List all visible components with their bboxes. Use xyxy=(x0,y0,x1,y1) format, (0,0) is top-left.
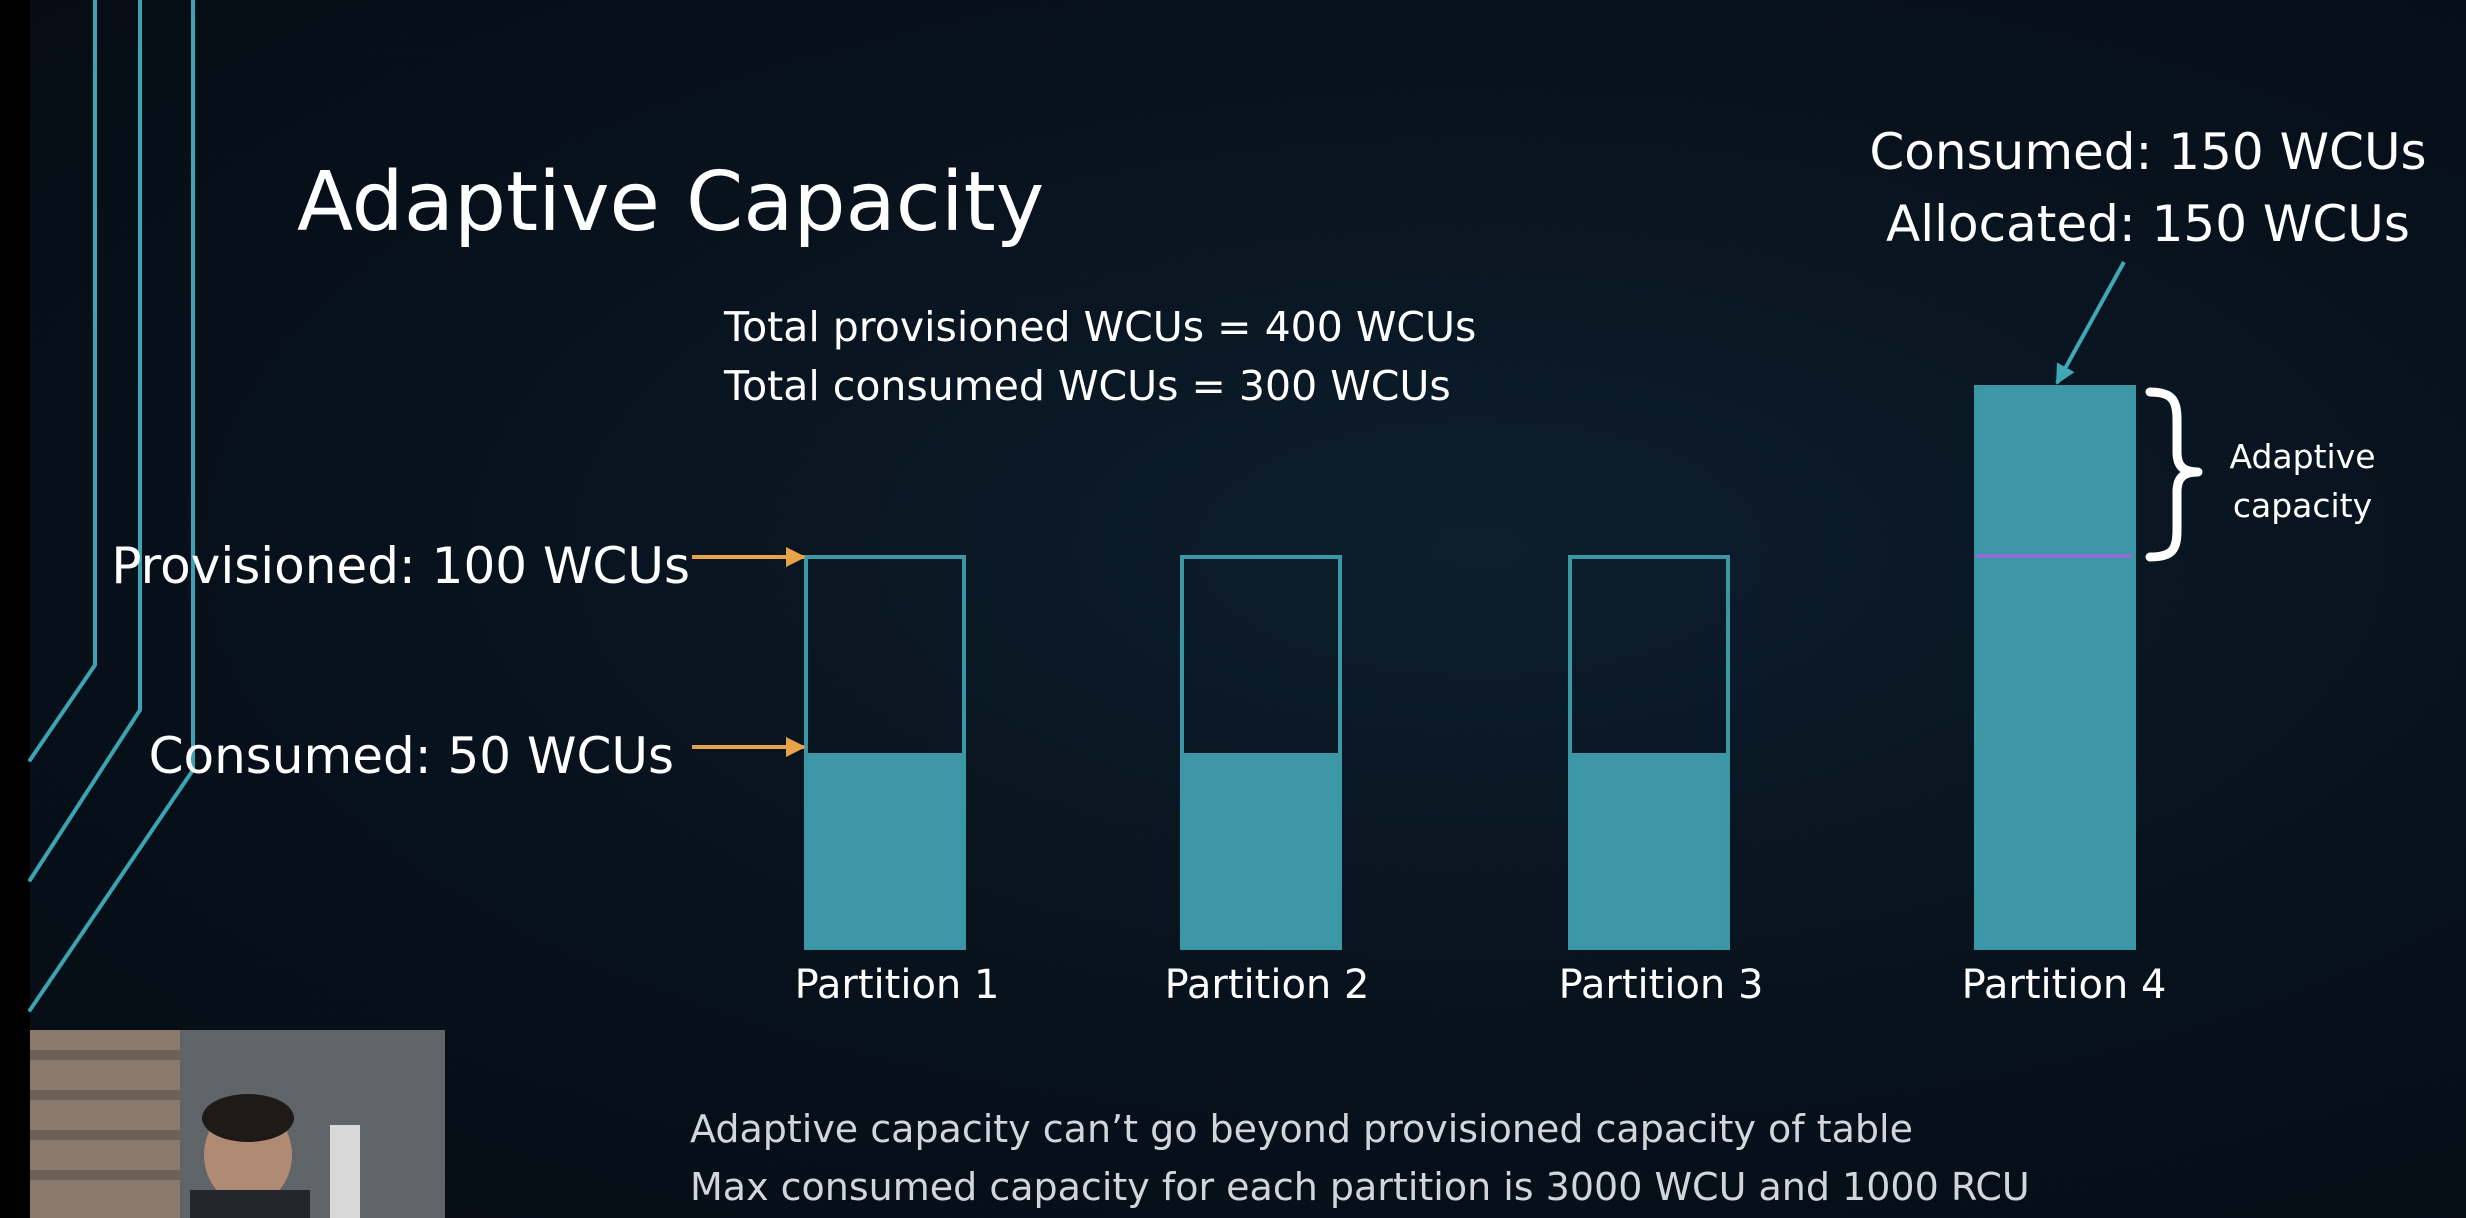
adaptive-capacity-brace xyxy=(2145,387,2203,562)
partition-bar-1 xyxy=(804,555,966,950)
partition-consumed-fill xyxy=(1572,752,1726,946)
adaptive-capacity-label: Adaptive capacity xyxy=(2229,437,2376,525)
partition-bar-3 xyxy=(1568,555,1730,950)
partition-consumed-fill xyxy=(1978,389,2132,946)
partition-label-3: Partition 3 xyxy=(1558,962,1764,1008)
total-provisioned-text: Total provisioned WCUs = 400 WCUs xyxy=(724,303,1477,351)
note-max-consumed: Max consumed capacity for each partition… xyxy=(690,1165,2030,1209)
consumed-label: Consumed: 50 WCUs xyxy=(148,727,674,785)
left-edge-strip xyxy=(0,0,30,1218)
partition-bar-2 xyxy=(1180,555,1342,950)
partition4-pointer-arrow xyxy=(2055,261,2126,385)
partition-label-2: Partition 2 xyxy=(1164,962,1370,1008)
partition-label-1: Partition 1 xyxy=(794,962,1000,1008)
presenter-webcam xyxy=(30,1030,445,1218)
total-consumed-text: Total consumed WCUs = 300 WCUs xyxy=(724,362,1451,410)
webcam-image xyxy=(30,1030,445,1218)
slide-title: Adaptive Capacity xyxy=(297,155,1045,250)
decorative-circuit-lines xyxy=(28,0,195,1012)
partition-consumed-fill xyxy=(808,752,962,946)
partition4-allocated-label: Allocated: 150 WCUs xyxy=(1886,195,2410,253)
partition-consumed-fill xyxy=(1184,752,1338,946)
note-adaptive-limit: Adaptive capacity can’t go beyond provis… xyxy=(690,1107,1913,1151)
partition-label-4: Partition 4 xyxy=(1961,962,2167,1008)
partition4-consumed-label: Consumed: 150 WCUs xyxy=(1869,123,2427,181)
provisioned-label: Provisioned: 100 WCUs xyxy=(111,537,690,595)
partition-bar-4 xyxy=(1974,385,2136,950)
